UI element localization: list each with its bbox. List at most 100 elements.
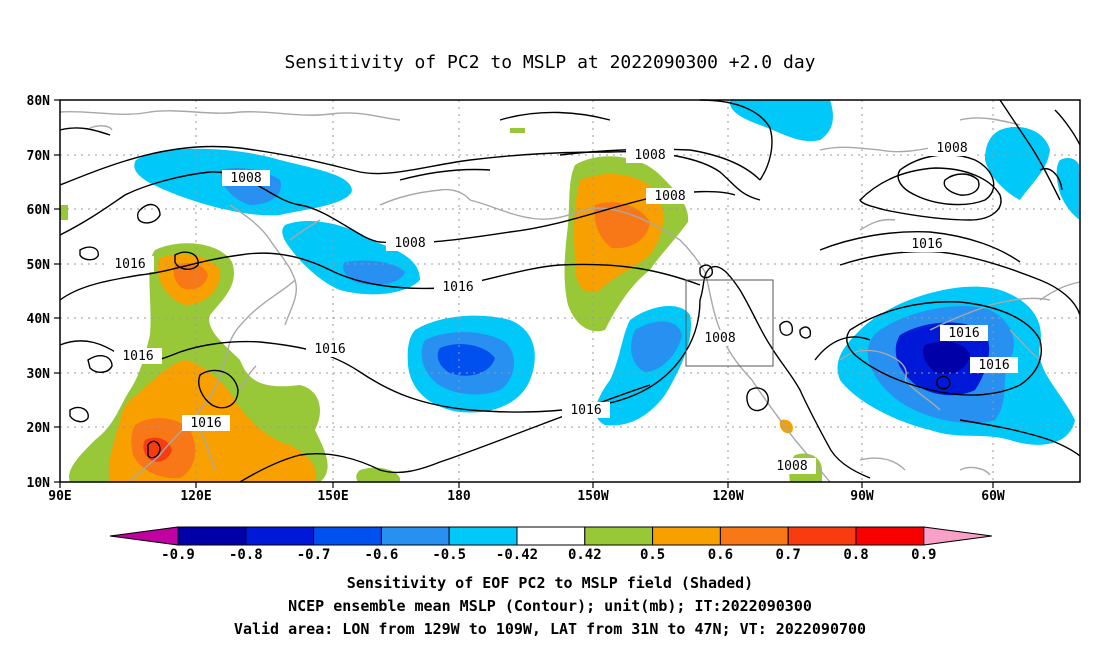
- contour-label: 1016: [562, 402, 610, 418]
- svg-text:1008: 1008: [634, 148, 665, 163]
- lon-tick-labels: 90E 120E 150E 180 150W 120W 90W 60W: [48, 489, 1005, 504]
- colorbar-cell: [245, 526, 315, 546]
- svg-text:1016: 1016: [314, 342, 345, 357]
- colorbar-label: -0.9: [161, 547, 195, 563]
- lon-tick: 150E: [317, 489, 348, 504]
- colorbar-cell: [380, 526, 450, 546]
- colorbar-label: 0.5: [640, 547, 665, 563]
- contour-label: 1008: [386, 235, 434, 251]
- contour-label: 1016: [182, 415, 230, 431]
- contour-label: 1008: [626, 147, 674, 163]
- figure-title: Sensitivity of PC2 to MSLP at 2022090300…: [284, 52, 815, 73]
- axis-tick-marks: [54, 99, 994, 488]
- contour-label: 1008: [222, 170, 270, 186]
- svg-text:1008: 1008: [654, 189, 685, 204]
- svg-text:1016: 1016: [948, 326, 979, 341]
- shade-blue-ne-pacific-core: [631, 321, 682, 372]
- colorbar-cell: [177, 526, 247, 546]
- svg-text:1008: 1008: [776, 459, 807, 474]
- contour-label: 1016: [306, 341, 354, 357]
- lon-tick: 120W: [712, 489, 743, 504]
- shaded-sensitivity: [60, 100, 1080, 482]
- contour-label: 1008: [928, 140, 976, 156]
- svg-text:1016: 1016: [978, 358, 1009, 373]
- lon-tick: 180: [447, 489, 471, 504]
- contour-label: 1008: [768, 458, 816, 474]
- svg-text:1016: 1016: [570, 403, 601, 418]
- colorbar-label: -0.42: [496, 547, 538, 563]
- shade-green-patch-north: [510, 128, 525, 133]
- caption-line-3: Valid area: LON from 129W to 109W, LAT f…: [234, 620, 866, 638]
- lat-tick: 40N: [27, 312, 51, 327]
- shade-blue-arctic: [729, 100, 833, 142]
- svg-text:1016: 1016: [911, 237, 942, 252]
- lat-tick: 50N: [27, 258, 51, 273]
- shade-red-china: [143, 437, 172, 462]
- lon-tick: 150W: [577, 489, 608, 504]
- colorbar-cell: [448, 526, 518, 546]
- colorbar-cell: [923, 526, 992, 546]
- svg-text:1016: 1016: [122, 349, 153, 364]
- contour-label: 1016: [106, 256, 154, 272]
- colorbar-label: 0.42: [568, 547, 602, 563]
- valid-area-box: [685, 279, 774, 367]
- lat-tick: 10N: [27, 476, 51, 491]
- colorbar-label: 0.6: [708, 547, 733, 563]
- shade-blue-far-east: [1056, 158, 1080, 220]
- map-frame: [59, 99, 1081, 483]
- contour-label: 1016: [970, 357, 1018, 373]
- svg-text:1008: 1008: [230, 171, 261, 186]
- colorbar-cell: [109, 526, 179, 546]
- colorbar-cell: [855, 526, 925, 546]
- shade-darkorange-alaska: [594, 202, 650, 249]
- map-panel: 1008 1008 1008 1008 1016 1016 1016 1016 …: [27, 94, 1081, 504]
- lon-tick: 90W: [850, 489, 874, 504]
- colorbar-cells: [109, 526, 992, 546]
- lat-tick: 30N: [27, 367, 51, 382]
- contour-label: 1016: [434, 279, 482, 295]
- svg-text:1008: 1008: [704, 331, 735, 346]
- contour-label: 1016: [903, 236, 951, 252]
- lon-tick: 60W: [981, 489, 1005, 504]
- contour-label: 1008: [646, 188, 694, 204]
- colorbar-cell: [313, 526, 382, 546]
- contour-label: 1016: [114, 348, 162, 364]
- colorbar-cell: [652, 526, 721, 546]
- colorbar-cell: [719, 526, 789, 546]
- lat-tick: 80N: [27, 94, 51, 109]
- lon-tick: 90E: [48, 489, 71, 504]
- contour-label: 1016: [940, 325, 988, 341]
- colorbar-labels: -0.9 -0.8 -0.7 -0.6 -0.5 -0.42 0.42 0.5 0.6 0.7 0.…: [161, 547, 936, 563]
- colorbar-label: 0.8: [843, 547, 868, 563]
- shade-blue-central-pacific-inner: [437, 344, 495, 376]
- svg-text:1008: 1008: [394, 236, 425, 251]
- lat-tick: 60N: [27, 203, 51, 218]
- colorbar-label: 0.9: [911, 547, 936, 563]
- caption-line-2: NCEP ensemble mean MSLP (Contour); unit(…: [288, 597, 812, 615]
- shade-blue-greenland: [985, 126, 1050, 200]
- colorbar-cell: [787, 526, 857, 546]
- contour-label: 1008: [696, 330, 744, 346]
- shade-blue-east-us-inner: [923, 341, 970, 375]
- colorbar-cell: [584, 526, 654, 546]
- shade-darkorange-manchuria: [173, 263, 208, 290]
- colorbar-cell: [516, 526, 586, 546]
- colorbar-label: -0.7: [297, 547, 331, 563]
- svg-text:1016: 1016: [442, 280, 473, 295]
- lat-tick-labels: 80N 70N 60N 50N 40N 30N 20N 10N: [27, 94, 51, 491]
- colorbar-label: -0.5: [432, 547, 466, 563]
- lat-tick: 70N: [27, 149, 51, 164]
- svg-text:1008: 1008: [936, 141, 967, 156]
- svg-text:1016: 1016: [114, 257, 145, 272]
- shade-green-patch-west: [60, 205, 68, 220]
- colorbar-label: -0.6: [365, 547, 399, 563]
- lat-tick: 20N: [27, 421, 51, 436]
- contour-labels: 1008 1008 1008 1008 1016 1016 1016 1016 …: [106, 140, 1018, 474]
- caption-line-1: Sensitivity of EOF PC2 to MSLP field (Sh…: [347, 574, 753, 592]
- colorbar: -0.9 -0.8 -0.7 -0.6 -0.5 -0.42 0.42 0.5 0.6 0.7 0.…: [109, 526, 992, 563]
- svg-text:1016: 1016: [190, 416, 221, 431]
- colorbar-label: -0.8: [229, 547, 263, 563]
- lon-tick: 120E: [180, 489, 211, 504]
- colorbar-label: 0.7: [776, 547, 801, 563]
